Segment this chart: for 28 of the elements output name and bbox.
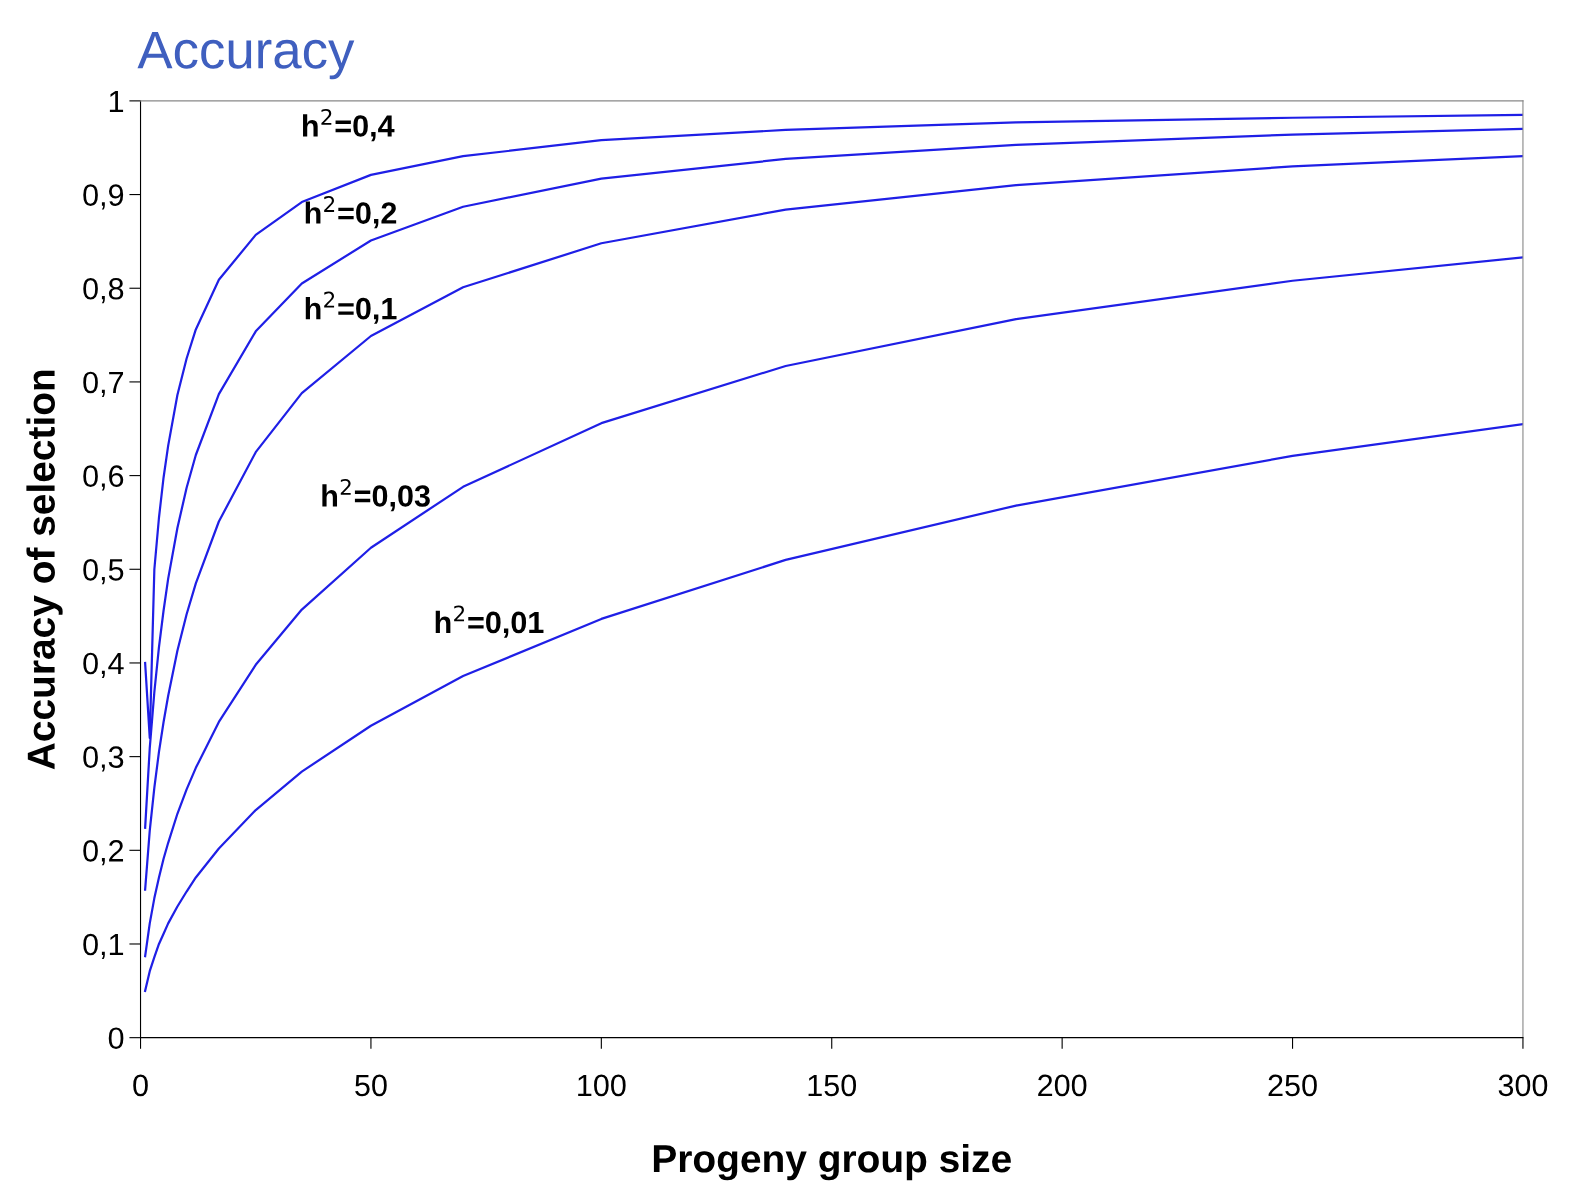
x-tick-label: 300	[1498, 1074, 1548, 1097]
annotation: h$^{2}$=0,2	[305, 196, 397, 229]
y-tick-label: 0,2	[83, 840, 124, 866]
y-axis-title: Accuracy of selection	[26, 370, 63, 770]
line-series	[144, 422, 1523, 992]
y-tick-label: 0,1	[83, 933, 124, 959]
y-tick-label: 0	[108, 1027, 124, 1050]
y-tick-label: 0,9	[83, 184, 124, 210]
x-axis-title: Progeny group size	[653, 1143, 1011, 1181]
annotation: h$^{2}$=0,01	[435, 605, 544, 638]
y-tick-label: 0,6	[83, 465, 124, 491]
annotation: h$^{2}$=0,03	[322, 478, 430, 512]
y-tick-label: 0,8	[83, 277, 124, 304]
x-tick-label: 250	[1268, 1074, 1317, 1097]
y-tick-label: 0,4	[83, 652, 124, 678]
annotation: h$^{2}$=0,1	[305, 291, 397, 324]
x-tick-label: 100	[578, 1074, 626, 1097]
x-tick-label: 0	[133, 1074, 148, 1097]
x-tick-label: 50	[355, 1074, 387, 1097]
y-tick-label: 1	[109, 90, 124, 112]
x-tick-label: 150	[808, 1074, 857, 1097]
annotation: h$^{2}$=0,4	[303, 108, 395, 142]
x-tick-label: 200	[1038, 1074, 1087, 1097]
y-tick-label: 0,5	[83, 559, 124, 585]
line-series	[144, 256, 1523, 958]
y-tick-label: 0,3	[83, 746, 124, 772]
chart-title: Accuracy	[137, 31, 355, 80]
y-tick-label: 0,7	[83, 371, 124, 397]
